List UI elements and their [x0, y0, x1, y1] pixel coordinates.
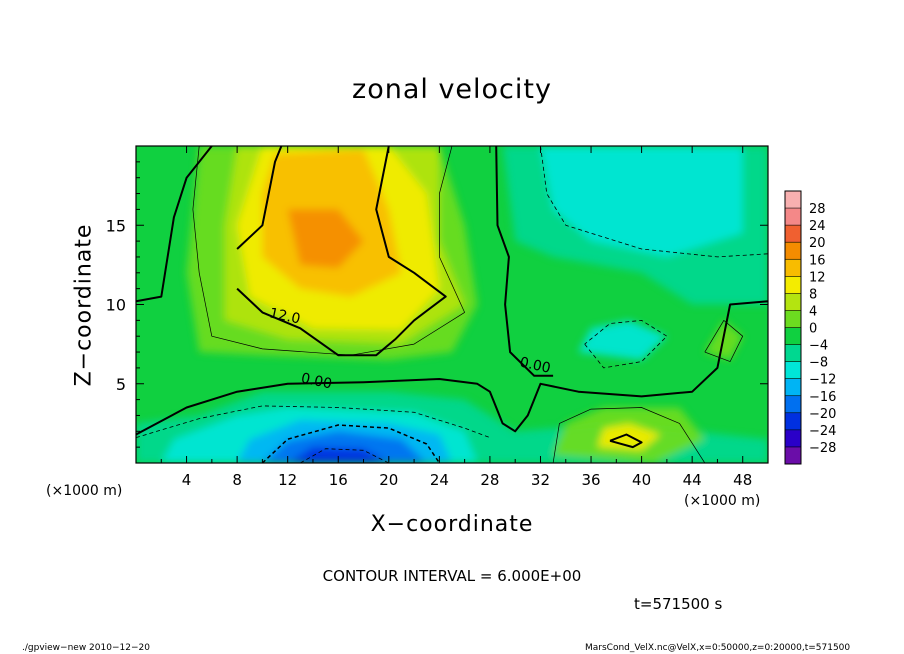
y-tick-label: 5	[116, 375, 126, 394]
blob-pos-20	[287, 209, 364, 268]
colorbar-cell	[785, 242, 801, 260]
colorbar-cell	[785, 191, 801, 209]
colorbar-cell	[785, 293, 801, 311]
colorbar-label: −20	[809, 407, 836, 422]
colorbar-cell	[785, 395, 801, 414]
contour-12-a	[236, 146, 283, 250]
colorbar-cell	[785, 412, 801, 431]
contour-label: 0.00	[299, 370, 333, 392]
x-tick-label: 40	[632, 471, 651, 489]
contour-interval-text: CONTOUR INTERVAL = 6.000E+00	[322, 567, 582, 585]
colorbar-label: −8	[809, 356, 828, 371]
colorbar-label: 0	[809, 322, 817, 337]
time-text: t=571500 s	[634, 595, 723, 613]
contour-6-c	[704, 320, 744, 362]
colorbar-label: 12	[809, 270, 826, 285]
contour-6-b	[552, 407, 706, 463]
colorbar-cell	[785, 208, 801, 226]
colorbar-label: −16	[809, 390, 836, 405]
x-tick-label: 20	[379, 471, 398, 489]
colorbar-cell	[785, 429, 801, 448]
x-tick-label: 16	[329, 471, 348, 489]
colorbar-label: −28	[809, 441, 836, 456]
x-tick-label: 32	[531, 471, 550, 489]
colorbar-cell	[785, 259, 801, 277]
x-tick-label: 44	[683, 471, 702, 489]
contour-labels: 12.0 0.00 0.00	[268, 305, 552, 392]
colorbar-label: 8	[809, 287, 817, 302]
contour-zero-left	[136, 146, 213, 303]
x-unit-left: (×1000 m)	[46, 483, 123, 499]
y-axis-label: Z−coordinate	[71, 223, 97, 387]
footer-left: ./gpview−new 2010−12−20	[22, 643, 150, 653]
colorbar-label: 16	[809, 253, 826, 268]
colorbar-cell	[785, 276, 801, 294]
colorbar-label: 28	[809, 202, 826, 217]
x-tick-label: 12	[278, 471, 297, 489]
y-tick-label: 10	[106, 296, 126, 315]
colorbar-label: −4	[809, 339, 828, 354]
colorbar-label: 20	[809, 236, 826, 251]
contour-neg18	[300, 448, 389, 463]
contour-12-c	[609, 433, 643, 449]
x-tick-label: 28	[480, 471, 499, 489]
footer-right: MarsCond_VelX.nc@VelX,x=0:50000,z=0:2000…	[585, 643, 851, 653]
colorbar-cell	[785, 378, 801, 397]
contour-label: 12.0	[268, 305, 302, 327]
colorbar-label: −24	[809, 424, 836, 439]
colorbar-cell	[785, 225, 801, 243]
x-tick-label: 4	[182, 471, 192, 489]
colorbar-cell	[785, 361, 801, 379]
x-tick-label: 48	[733, 471, 752, 489]
contour-zero-main	[136, 300, 768, 436]
colorbar-cell	[785, 310, 801, 328]
contour-6-a	[192, 146, 465, 356]
field-blobs	[136, 146, 768, 463]
contour-zero-vert	[495, 146, 554, 377]
contour-neg6-c	[584, 320, 668, 369]
colorbar-label: −12	[809, 373, 836, 388]
x-tick-label: 24	[430, 471, 449, 489]
x-unit-right: (×1000 m)	[684, 493, 761, 509]
colorbar: 28 24 20 16 12 8 4 0 −4 −8 −12 −16 −20 −24 −28	[784, 190, 836, 465]
y-tick-label: 15	[106, 216, 126, 235]
x-axis-label: X−coordinate	[370, 512, 534, 537]
contour-neg6-a	[136, 405, 491, 438]
colorbar-label: 24	[809, 219, 826, 234]
colorbar-cell	[785, 446, 801, 465]
colorbar-label: 4	[809, 304, 817, 319]
contour-neg12	[261, 424, 441, 463]
contour-12-b	[236, 146, 447, 357]
x-tick-label: 8	[232, 471, 242, 489]
x-tick-label: 36	[581, 471, 600, 489]
blob-neg-patch	[578, 320, 667, 360]
colorbar-cell	[785, 344, 801, 362]
heatmap-field	[136, 146, 768, 463]
contour-label: 0.00	[518, 355, 552, 377]
blob-neg-ur-8	[540, 146, 743, 257]
contour-lines	[136, 146, 768, 463]
chart-title: zonal velocity	[352, 74, 552, 105]
colorbar-cell	[785, 327, 801, 345]
